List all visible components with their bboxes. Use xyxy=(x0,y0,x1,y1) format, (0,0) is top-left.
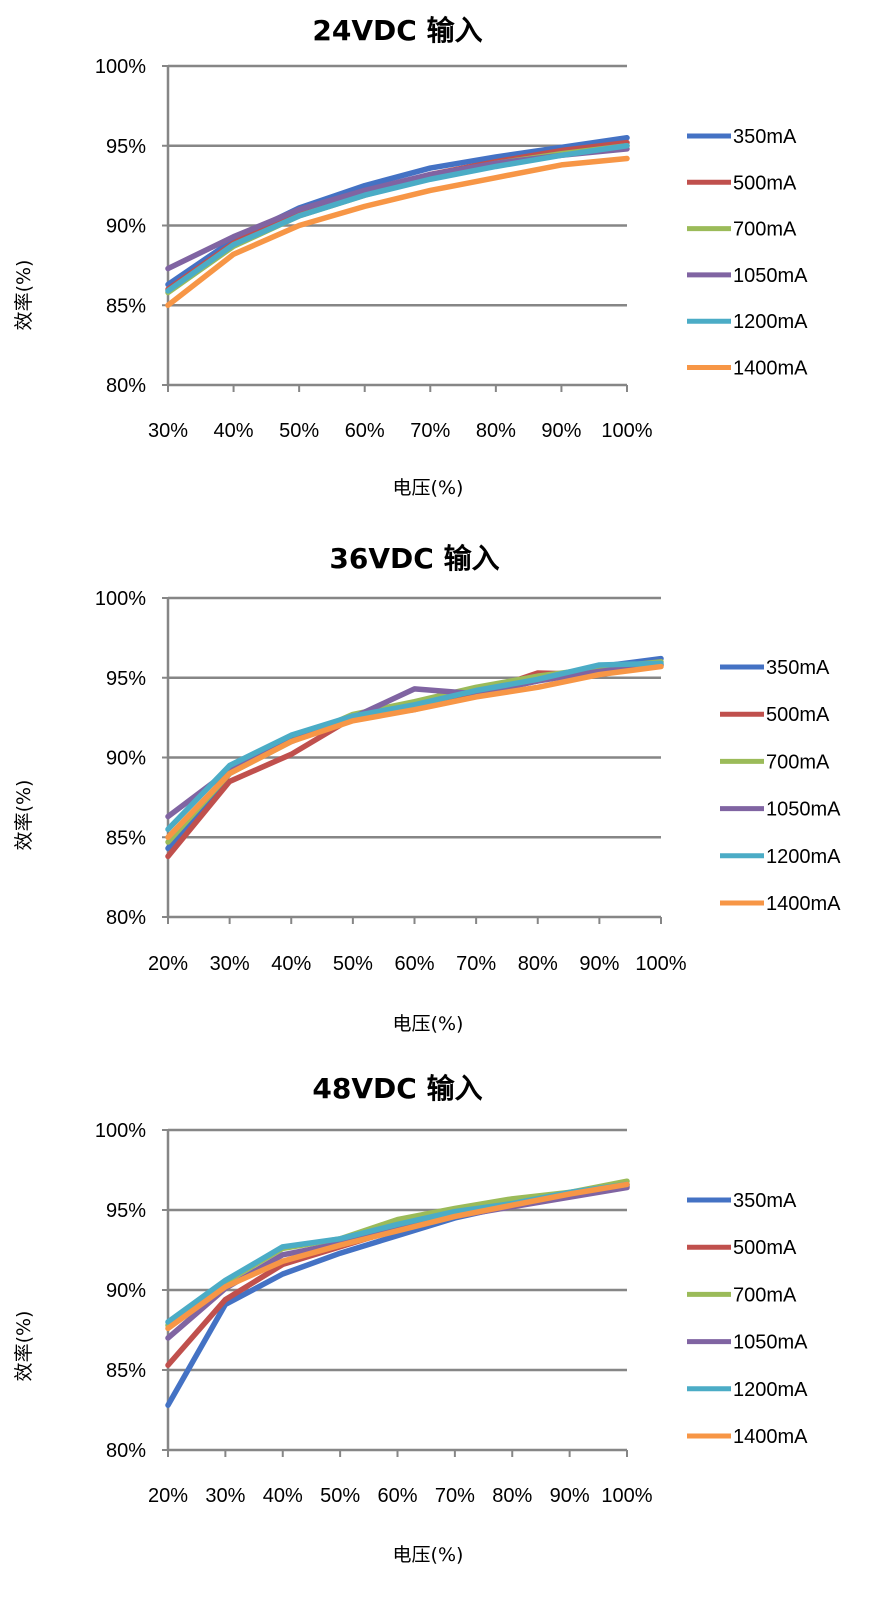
legend-label: 350mA xyxy=(733,1190,797,1212)
x-tick-label: 40% xyxy=(214,420,254,442)
x-tick-label: 100% xyxy=(601,420,652,442)
x-tick-label: 30% xyxy=(210,953,250,975)
series-line-1200mA xyxy=(165,660,664,833)
x-tick-label: 80% xyxy=(518,953,558,975)
y-axis-label: 效率(%) xyxy=(13,1311,35,1382)
x-tick-label: 60% xyxy=(394,953,434,975)
x-tick-label: 90% xyxy=(550,1485,590,1507)
y-tick-label: 90% xyxy=(106,748,146,770)
chart-title: 24VDC 输入 xyxy=(312,14,482,47)
legend-label: 500mA xyxy=(733,172,797,194)
series-line-1400mA xyxy=(165,663,664,840)
legend-label: 1200mA xyxy=(733,1379,808,1401)
legend-label: 700mA xyxy=(733,1284,797,1306)
legend-label: 1400mA xyxy=(733,358,808,380)
y-tick-label: 85% xyxy=(106,295,146,317)
y-tick-label: 100% xyxy=(95,588,146,610)
x-tick-label: 40% xyxy=(263,1485,303,1507)
y-tick-label: 95% xyxy=(106,1200,146,1222)
y-tick-label: 100% xyxy=(95,56,146,78)
y-tick-label: 95% xyxy=(106,668,146,690)
chart-2: 36VDC 输入 80% 85% 90% 95% 100% 20% 30% 40% 50% 60% 7… xyxy=(13,542,841,1035)
x-tick-label: 60% xyxy=(345,420,385,442)
series-line-350mA xyxy=(165,135,630,288)
legend-label: 500mA xyxy=(733,1237,797,1259)
x-tick-label: 80% xyxy=(476,420,516,442)
x-tick-label: 20% xyxy=(148,1485,188,1507)
y-tick-label: 80% xyxy=(106,907,146,929)
x-tick-label: 30% xyxy=(205,1485,245,1507)
x-tick-label: 100% xyxy=(601,1485,652,1507)
x-tick-label: 70% xyxy=(456,953,496,975)
y-tick-label: 90% xyxy=(106,216,146,238)
legend-label: 1200mA xyxy=(766,846,841,868)
legend-label: 700mA xyxy=(733,219,797,241)
y-tick-label: 80% xyxy=(106,375,146,397)
chart-title: 36VDC 输入 xyxy=(329,542,499,575)
y-axis-label: 效率(%) xyxy=(13,260,35,331)
x-tick-label: 80% xyxy=(492,1485,532,1507)
x-axis-label: 电压(%) xyxy=(393,1013,464,1035)
y-tick-label: 85% xyxy=(106,1360,146,1382)
x-axis-label: 电压(%) xyxy=(393,1544,464,1566)
y-tick-label: 100% xyxy=(95,1120,146,1142)
x-tick-label: 50% xyxy=(279,420,319,442)
chart-1: 24VDC 输入 80% 85% 90% 95% 100% 30% 40% 50% 60% 70% 8… xyxy=(13,14,808,499)
legend-label: 1400mA xyxy=(733,1426,808,1448)
legend-label: 1400mA xyxy=(766,893,841,915)
legend-label: 700mA xyxy=(766,751,830,773)
x-tick-label: 50% xyxy=(320,1485,360,1507)
x-tick-label: 70% xyxy=(435,1485,475,1507)
legend-label: 350mA xyxy=(766,657,830,679)
chart-title: 48VDC 输入 xyxy=(312,1072,482,1105)
x-tick-label: 20% xyxy=(148,953,188,975)
x-tick-label: 100% xyxy=(635,953,686,975)
series-line-700mA xyxy=(165,1178,630,1328)
y-tick-label: 90% xyxy=(106,1280,146,1302)
x-tick-label: 50% xyxy=(333,953,373,975)
y-tick-label: 85% xyxy=(106,827,146,849)
y-tick-label: 95% xyxy=(106,136,146,158)
series-line-1400mA xyxy=(165,155,630,308)
x-tick-label: 90% xyxy=(541,420,581,442)
y-axis-label: 效率(%) xyxy=(13,780,35,851)
legend-label: 1050mA xyxy=(733,265,808,287)
x-tick-label: 40% xyxy=(271,953,311,975)
legend-label: 500mA xyxy=(766,704,830,726)
legend-label: 1050mA xyxy=(733,1332,808,1354)
x-tick-label: 30% xyxy=(148,420,188,442)
x-tick-label: 90% xyxy=(579,953,619,975)
series-line-1050mA xyxy=(165,662,664,820)
legend-label: 1200mA xyxy=(733,311,808,333)
legend-label: 350mA xyxy=(733,126,797,148)
x-axis-label: 电压(%) xyxy=(393,477,464,499)
series-line-1200mA xyxy=(165,143,630,294)
x-tick-label: 70% xyxy=(410,420,450,442)
y-tick-label: 80% xyxy=(106,1440,146,1462)
series-line-1400mA xyxy=(165,1181,630,1332)
x-tick-label: 60% xyxy=(377,1485,417,1507)
chart-3: 48VDC 输入 80% 85% 90% 95% 100% 20% 30% 40% 50% 60% 7… xyxy=(13,1072,808,1566)
legend-label: 1050mA xyxy=(766,799,841,821)
